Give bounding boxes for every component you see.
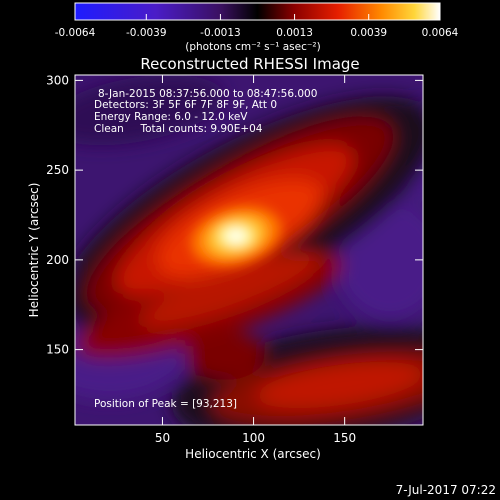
x-tick-label: 100 <box>242 431 265 445</box>
y-tick-label: 250 <box>46 163 69 177</box>
annotation-clean-counts: Clean Total counts: 9.90E+04 <box>94 123 263 135</box>
colorbar-label: (photons cm⁻² s⁻¹ asec⁻²) <box>185 41 320 53</box>
x-axis-ticks: 50 100 150 <box>155 75 356 445</box>
annotation-time-range: 8-Jan-2015 08:37:56.000 to 08:47:56.000 <box>98 88 317 100</box>
colorbar <box>74 2 441 21</box>
footer-timestamp: 7-Jul-2017 07:22 <box>396 483 496 497</box>
x-tick-label: 50 <box>155 431 170 445</box>
x-tick-label: 150 <box>333 431 356 445</box>
colorbar-tick-label: -0.0013 <box>200 27 241 39</box>
y-tick-label: 300 <box>46 73 69 87</box>
annotation-detectors: Detectors: 3F 5F 6F 7F 8F 9F, Att 0 <box>94 99 277 111</box>
colorbar-tick-label: -0.0064 <box>55 27 96 39</box>
y-axis-ticks: 150 200 250 300 <box>46 73 423 357</box>
heatmap <box>75 75 423 425</box>
colorbar-tick-label: 0.0039 <box>350 27 387 39</box>
colorbar-tick-label: 0.0064 <box>422 27 459 39</box>
colorbar-tick-label: 0.0013 <box>276 27 313 39</box>
annotation-energy-range: Energy Range: 6.0 - 12.0 keV <box>94 111 248 123</box>
colorbar-ticks: -0.0064 -0.0039 -0.0013 0.0013 0.0039 0.0064 <box>55 14 459 39</box>
plot-frame <box>74 74 424 426</box>
y-tick-label: 200 <box>46 253 69 267</box>
annotation-peak-position: Position of Peak = [93,213] <box>94 398 237 410</box>
colorbar-tick-label: -0.0039 <box>126 27 167 39</box>
x-axis-label: Heliocentric X (arcsec) <box>185 447 321 461</box>
y-tick-label: 150 <box>46 343 69 357</box>
chart-title: Reconstructed RHESSI Image <box>140 55 359 73</box>
y-axis-label: Heliocentric Y (arcsec) <box>27 183 41 318</box>
